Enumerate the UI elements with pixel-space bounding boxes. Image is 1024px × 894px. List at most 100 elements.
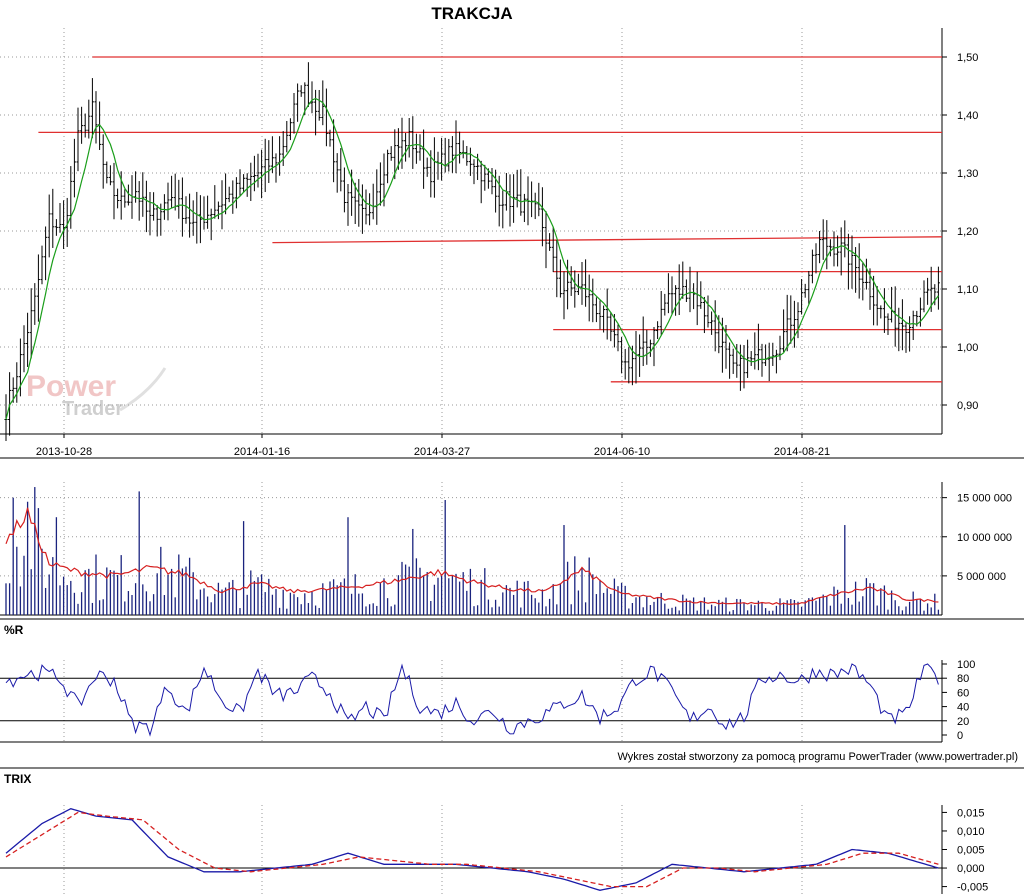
ohlc-bar bbox=[418, 134, 422, 161]
ohlc-bar bbox=[450, 136, 454, 173]
ohlc-bar bbox=[69, 166, 73, 229]
ohlc-bar bbox=[872, 275, 876, 326]
price-tick-label: 1,10 bbox=[957, 284, 978, 296]
ohlc-bar bbox=[245, 173, 249, 197]
ohlc-bar bbox=[778, 335, 782, 361]
ohlc-bar bbox=[900, 299, 904, 351]
ohlc-bar bbox=[483, 164, 487, 191]
ohlc-bar bbox=[346, 183, 350, 226]
ohlc-bar bbox=[101, 134, 105, 189]
ohlc-bar bbox=[882, 288, 886, 333]
ohlc-bar bbox=[670, 276, 674, 315]
volume-average-line bbox=[5, 507, 939, 606]
ohlc-bar bbox=[738, 344, 742, 391]
ohlc-bar bbox=[177, 179, 181, 219]
ohlc-bar bbox=[288, 118, 292, 141]
ohlc-bar bbox=[249, 162, 253, 201]
ohlc-bar bbox=[15, 362, 19, 403]
ohlc-bar bbox=[105, 161, 109, 184]
volume-tick-label: 5 000 000 bbox=[957, 571, 1006, 583]
ohlc-bar bbox=[310, 81, 314, 114]
ohlc-bar bbox=[162, 194, 166, 220]
ohlc-bar bbox=[695, 271, 699, 326]
support-resistance-lines bbox=[38, 56, 943, 383]
ohlc-bar bbox=[400, 117, 404, 169]
ohlc-bar bbox=[256, 153, 260, 188]
ohlc-bar bbox=[231, 180, 235, 214]
ohlc-bar bbox=[846, 233, 850, 290]
ohlc-bar bbox=[530, 181, 534, 218]
ohlc-bar bbox=[396, 128, 400, 170]
ohlc-bar bbox=[184, 196, 188, 224]
ohlc-bar bbox=[936, 266, 940, 310]
ohlc-bar bbox=[116, 188, 120, 209]
ohlc-bar bbox=[908, 316, 912, 352]
ohlc-bar bbox=[486, 168, 490, 189]
ohlc-bar bbox=[677, 264, 681, 316]
wr-tick-label: 100 bbox=[957, 659, 975, 671]
ohlc-bar bbox=[479, 160, 483, 204]
ohlc-bar bbox=[126, 184, 130, 206]
ohlc-bar bbox=[825, 220, 829, 270]
ohlc-bar bbox=[836, 235, 840, 267]
ohlc-bar bbox=[810, 249, 814, 284]
ohlc-bar bbox=[540, 187, 544, 247]
ohlc-bar bbox=[202, 196, 206, 230]
ohlc-bar bbox=[623, 348, 627, 380]
ohlc-bar bbox=[80, 106, 84, 144]
ohlc-bar bbox=[382, 153, 386, 207]
chart-title: TRAKCJA bbox=[431, 4, 512, 23]
ohlc-bar bbox=[206, 195, 210, 229]
ohlc-bar bbox=[803, 283, 807, 298]
ohlc-bar bbox=[890, 286, 894, 323]
ohlc-bar bbox=[375, 169, 379, 225]
ohlc-bar bbox=[224, 173, 228, 215]
ohlc-bar bbox=[594, 297, 598, 323]
ohlc-bar bbox=[407, 117, 411, 158]
ohlc-bar bbox=[771, 342, 775, 366]
ohlc-bar bbox=[760, 343, 764, 377]
ohlc-bar bbox=[44, 226, 48, 281]
ohlc-bar bbox=[821, 219, 825, 260]
volume-tick-label: 10 000 000 bbox=[957, 532, 1012, 544]
wr-line-layer bbox=[5, 663, 939, 737]
ohlc-bar bbox=[22, 325, 26, 373]
ohlc-bar bbox=[728, 342, 732, 379]
ohlc-bar bbox=[749, 351, 753, 366]
ohlc-bar bbox=[141, 172, 145, 217]
trix-axis-ticks: 0,015 0,010 0,005 0,000 -0,005 bbox=[942, 807, 988, 894]
ohlc-bar bbox=[443, 137, 447, 173]
ohlc-bar bbox=[461, 140, 465, 159]
ohlc-bar bbox=[425, 157, 429, 177]
price-tick-label: 1,40 bbox=[957, 110, 978, 122]
ohlc-bar bbox=[792, 300, 796, 348]
ohlc-bar bbox=[180, 177, 184, 237]
ohlc-bar bbox=[627, 347, 631, 384]
ohlc-bar bbox=[753, 332, 757, 370]
ohlc-bar bbox=[58, 203, 62, 233]
wr-panel-title: %R bbox=[4, 623, 24, 637]
ohlc-bar bbox=[864, 258, 868, 290]
ohlc-bar bbox=[62, 200, 66, 250]
ohlc-bar bbox=[411, 116, 415, 169]
wr-grid bbox=[0, 677, 942, 722]
ohlc-bar bbox=[465, 145, 469, 166]
ohlc-bar bbox=[666, 273, 670, 314]
trix-series-line bbox=[5, 808, 939, 891]
price-tick-label: 1,50 bbox=[957, 52, 978, 64]
ohlc-bar bbox=[299, 85, 303, 97]
ohlc-bar bbox=[90, 78, 94, 139]
ohlc-bar bbox=[537, 182, 541, 217]
ohlc-bar bbox=[371, 183, 375, 220]
ohlc-bar bbox=[515, 169, 519, 208]
ohlc-bar bbox=[508, 174, 512, 227]
ohlc-bar bbox=[702, 296, 706, 334]
ohlc-bar bbox=[440, 137, 444, 181]
ohlc-bar bbox=[832, 231, 836, 267]
price-grid bbox=[0, 28, 942, 894]
date-tick-label: 2014-03-27 bbox=[414, 446, 470, 458]
ohlc-bar bbox=[436, 151, 440, 180]
ohlc-bar bbox=[519, 169, 523, 216]
ohlc-bar bbox=[897, 307, 901, 352]
wr-axis-ticks: 100 80 60 40 20 0 bbox=[942, 659, 975, 742]
